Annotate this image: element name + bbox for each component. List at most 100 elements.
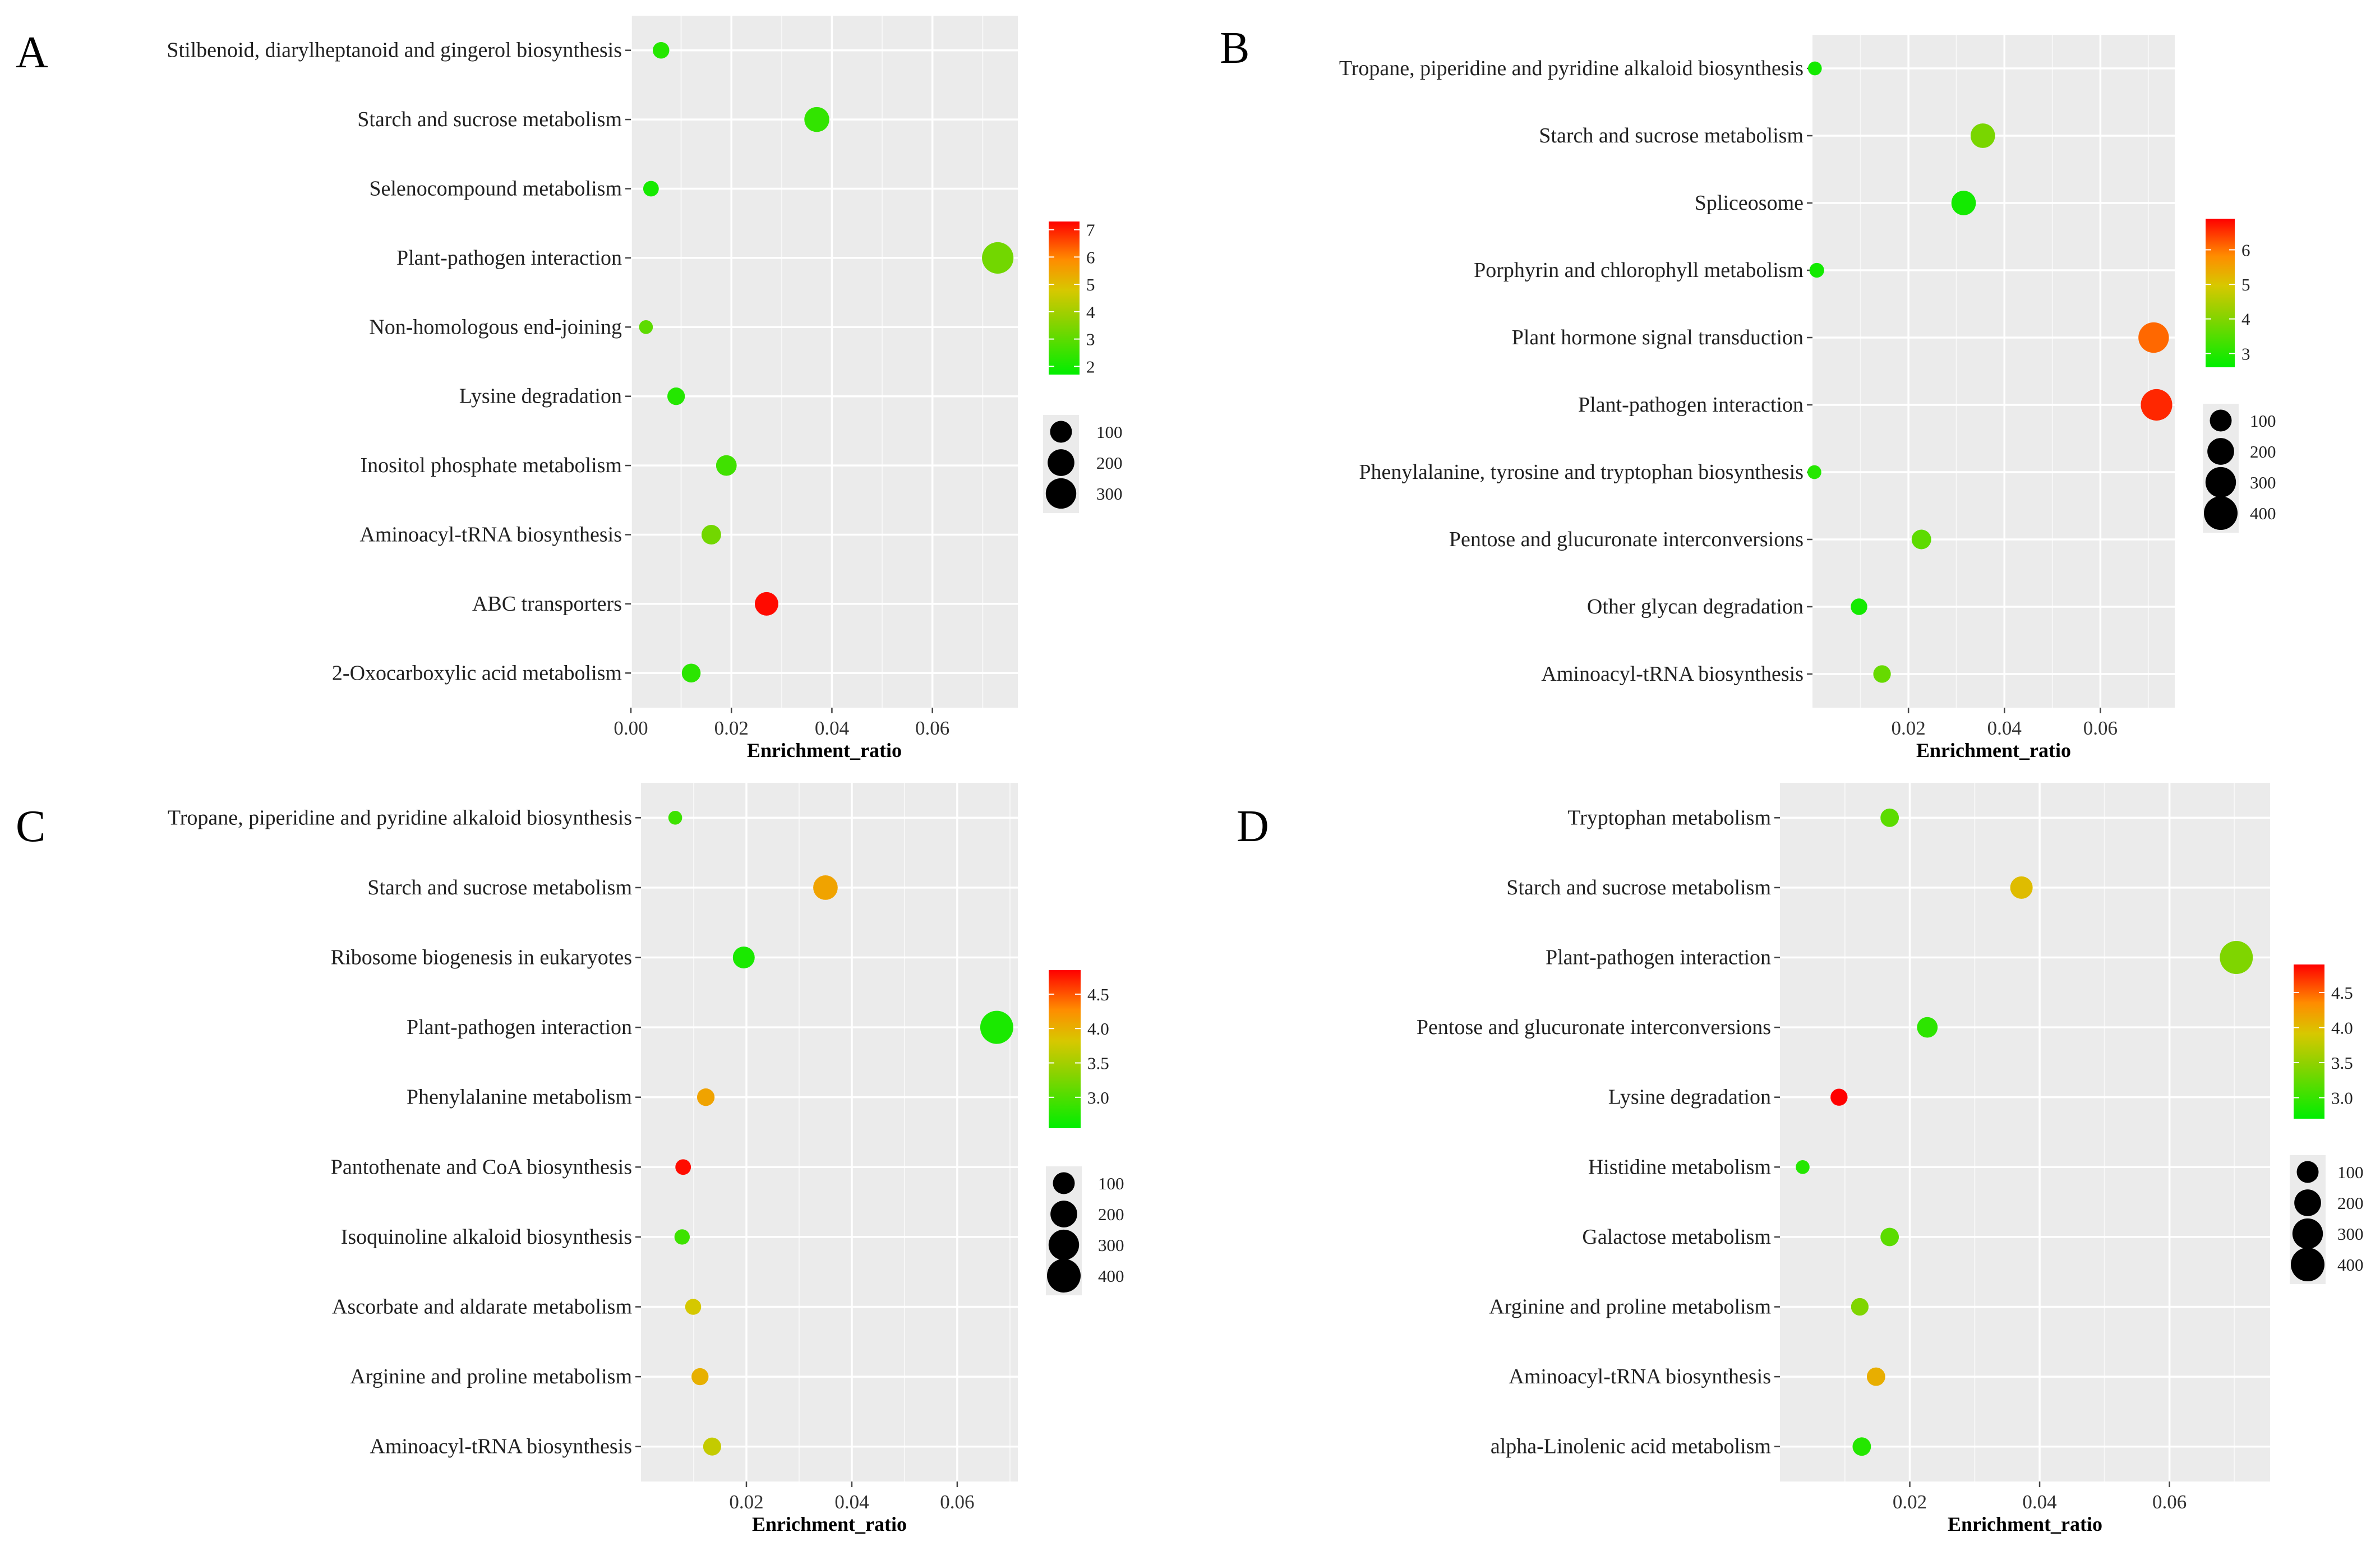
colorbar-tick-label: 3.5: [1087, 1054, 1109, 1073]
category-label: Arginine and proline metabolism: [350, 1365, 632, 1388]
colorbar-tick-label: 4.5: [2331, 983, 2353, 1003]
category-label: Lysine degradation: [1608, 1086, 1771, 1109]
colorbar-tick-label: 6: [2241, 240, 2250, 260]
category-label: Aminoacyl-tRNA biosynthesis: [359, 523, 622, 547]
data-point: [668, 810, 682, 825]
x-tick-label: 0.04: [1987, 717, 2022, 739]
x-axis-title: Enrichment_ratio: [1948, 1513, 2102, 1535]
category-label: Pentose and glucuronate interconversions: [1449, 528, 1804, 551]
data-point: [1830, 1088, 1848, 1106]
data-point: [2138, 322, 2169, 353]
category-label: Plant-pathogen interaction: [396, 246, 622, 270]
size-legend-dot: [1045, 478, 1077, 509]
category-label: Aminoacyl-tRNA biosynthesis: [1541, 662, 1804, 686]
size-legend-dot: [1053, 1172, 1075, 1194]
size-legend-dot: [2294, 1189, 2321, 1216]
data-point: [804, 107, 829, 132]
colorbar-tick-label: 3.5: [2331, 1053, 2353, 1073]
size-legend-label: 300: [2250, 473, 2276, 492]
size-legend-label: 200: [1096, 453, 1123, 473]
panel-letter: B: [1220, 24, 1249, 73]
panel-d: D Tryptophan metabolism Starch and sucrose…: [1237, 783, 2364, 1535]
category-label: Starch and sucrose metabolism: [1539, 124, 1804, 147]
category-label: Selenocompound metabolism: [369, 177, 622, 201]
data-point: [703, 1437, 721, 1456]
x-tick-label: 0.02: [1893, 1491, 1927, 1513]
colorbar: [2206, 219, 2235, 367]
x-tick-label: 0.04: [834, 1491, 869, 1513]
data-point: [1880, 808, 1899, 827]
size-legend-label: 300: [1096, 484, 1123, 504]
category-label: Pentose and glucuronate interconversions: [1417, 1016, 1771, 1039]
x-tick-label: 0.00: [614, 717, 648, 739]
data-point: [653, 41, 670, 59]
data-point: [639, 320, 653, 334]
data-point: [2220, 941, 2253, 974]
x-axis-title: Enrichment_ratio: [752, 1513, 907, 1535]
panel-letter: C: [16, 802, 45, 851]
panel-c: C Tropane, piperidine and pyridine alkalo…: [16, 783, 1124, 1535]
size-legend-dot: [2204, 496, 2238, 530]
size-legend-dot: [2292, 1218, 2323, 1249]
colorbar-tick-label: 7: [1086, 220, 1095, 240]
data-point: [1970, 123, 1995, 148]
category-label: Aminoacyl-tRNA biosynthesis: [370, 1435, 632, 1459]
data-point: [1851, 598, 1867, 615]
x-tick-label: 0.04: [2022, 1491, 2056, 1513]
data-point: [701, 525, 721, 544]
data-point: [1873, 665, 1891, 683]
data-point: [1951, 191, 1976, 215]
data-point: [1911, 529, 1931, 550]
colorbar-tick-label: 3.0: [1087, 1088, 1109, 1107]
size-legend-dot: [2205, 467, 2236, 498]
colorbar-tick-label: 2: [1086, 357, 1095, 376]
size-legend-dot: [2296, 1161, 2319, 1183]
data-point: [980, 1010, 1013, 1044]
category-label: Spliceosome: [1695, 191, 1804, 215]
data-point: [1807, 465, 1821, 479]
category-label: Porphyrin and chlorophyll metabolism: [1474, 259, 1804, 282]
data-point: [1866, 1367, 1885, 1386]
data-point: [1809, 262, 1824, 278]
category-label: Stilbenoid, diarylheptanoid and gingerol…: [167, 39, 622, 62]
category-label: Phenylalanine metabolism: [407, 1086, 632, 1109]
size-legend-dot: [1048, 449, 1074, 476]
size-legend-label: 100: [1098, 1174, 1124, 1193]
data-point: [1852, 1437, 1871, 1456]
category-label: ABC transporters: [472, 592, 622, 616]
category-label: Lysine degradation: [459, 385, 622, 408]
category-label: Plant hormone signal transduction: [1512, 326, 1804, 349]
size-legend-label: 400: [1098, 1266, 1124, 1286]
size-legend-dot: [1050, 1201, 1077, 1227]
category-label: Pantothenate and CoA biosynthesis: [331, 1155, 632, 1179]
category-label: alpha-Linolenic acid metabolism: [1491, 1435, 1771, 1459]
data-point: [982, 242, 1014, 274]
size-legend-dot: [2207, 438, 2234, 465]
data-point: [1880, 1227, 1899, 1247]
plot-background: [631, 16, 1018, 708]
data-point: [681, 663, 701, 683]
data-point: [1796, 1160, 1810, 1174]
data-point: [1807, 61, 1822, 76]
category-label: Starch and sucrose metabolism: [367, 876, 632, 899]
colorbar-tick-label: 4.0: [2331, 1018, 2353, 1038]
data-point: [674, 1229, 690, 1245]
size-legend-label: 400: [2337, 1255, 2364, 1275]
size-legend-dot: [2291, 1248, 2324, 1281]
category-label: Phenylalanine, tyrosine and tryptophan b…: [1359, 460, 1804, 484]
data-point: [697, 1088, 715, 1106]
panel-a: A Stilbenoid, diarylheptanoid and gingero…: [16, 16, 1123, 761]
data-point: [643, 181, 659, 197]
data-point: [675, 1159, 691, 1175]
x-tick-label: 0.02: [1892, 717, 1926, 739]
plot-background: [1780, 783, 2270, 1481]
colorbar: [2294, 964, 2324, 1119]
panel-letter: D: [1237, 802, 1269, 851]
colorbar-tick-label: 5: [2241, 275, 2250, 294]
data-point: [2141, 389, 2173, 421]
plot-background: [641, 783, 1018, 1481]
colorbar-tick-label: 5: [1086, 275, 1095, 294]
data-point: [732, 947, 755, 968]
category-label: Starch and sucrose metabolism: [1506, 876, 1771, 899]
category-label: Tropane, piperidine and pyridine alkaloi…: [1339, 57, 1804, 80]
